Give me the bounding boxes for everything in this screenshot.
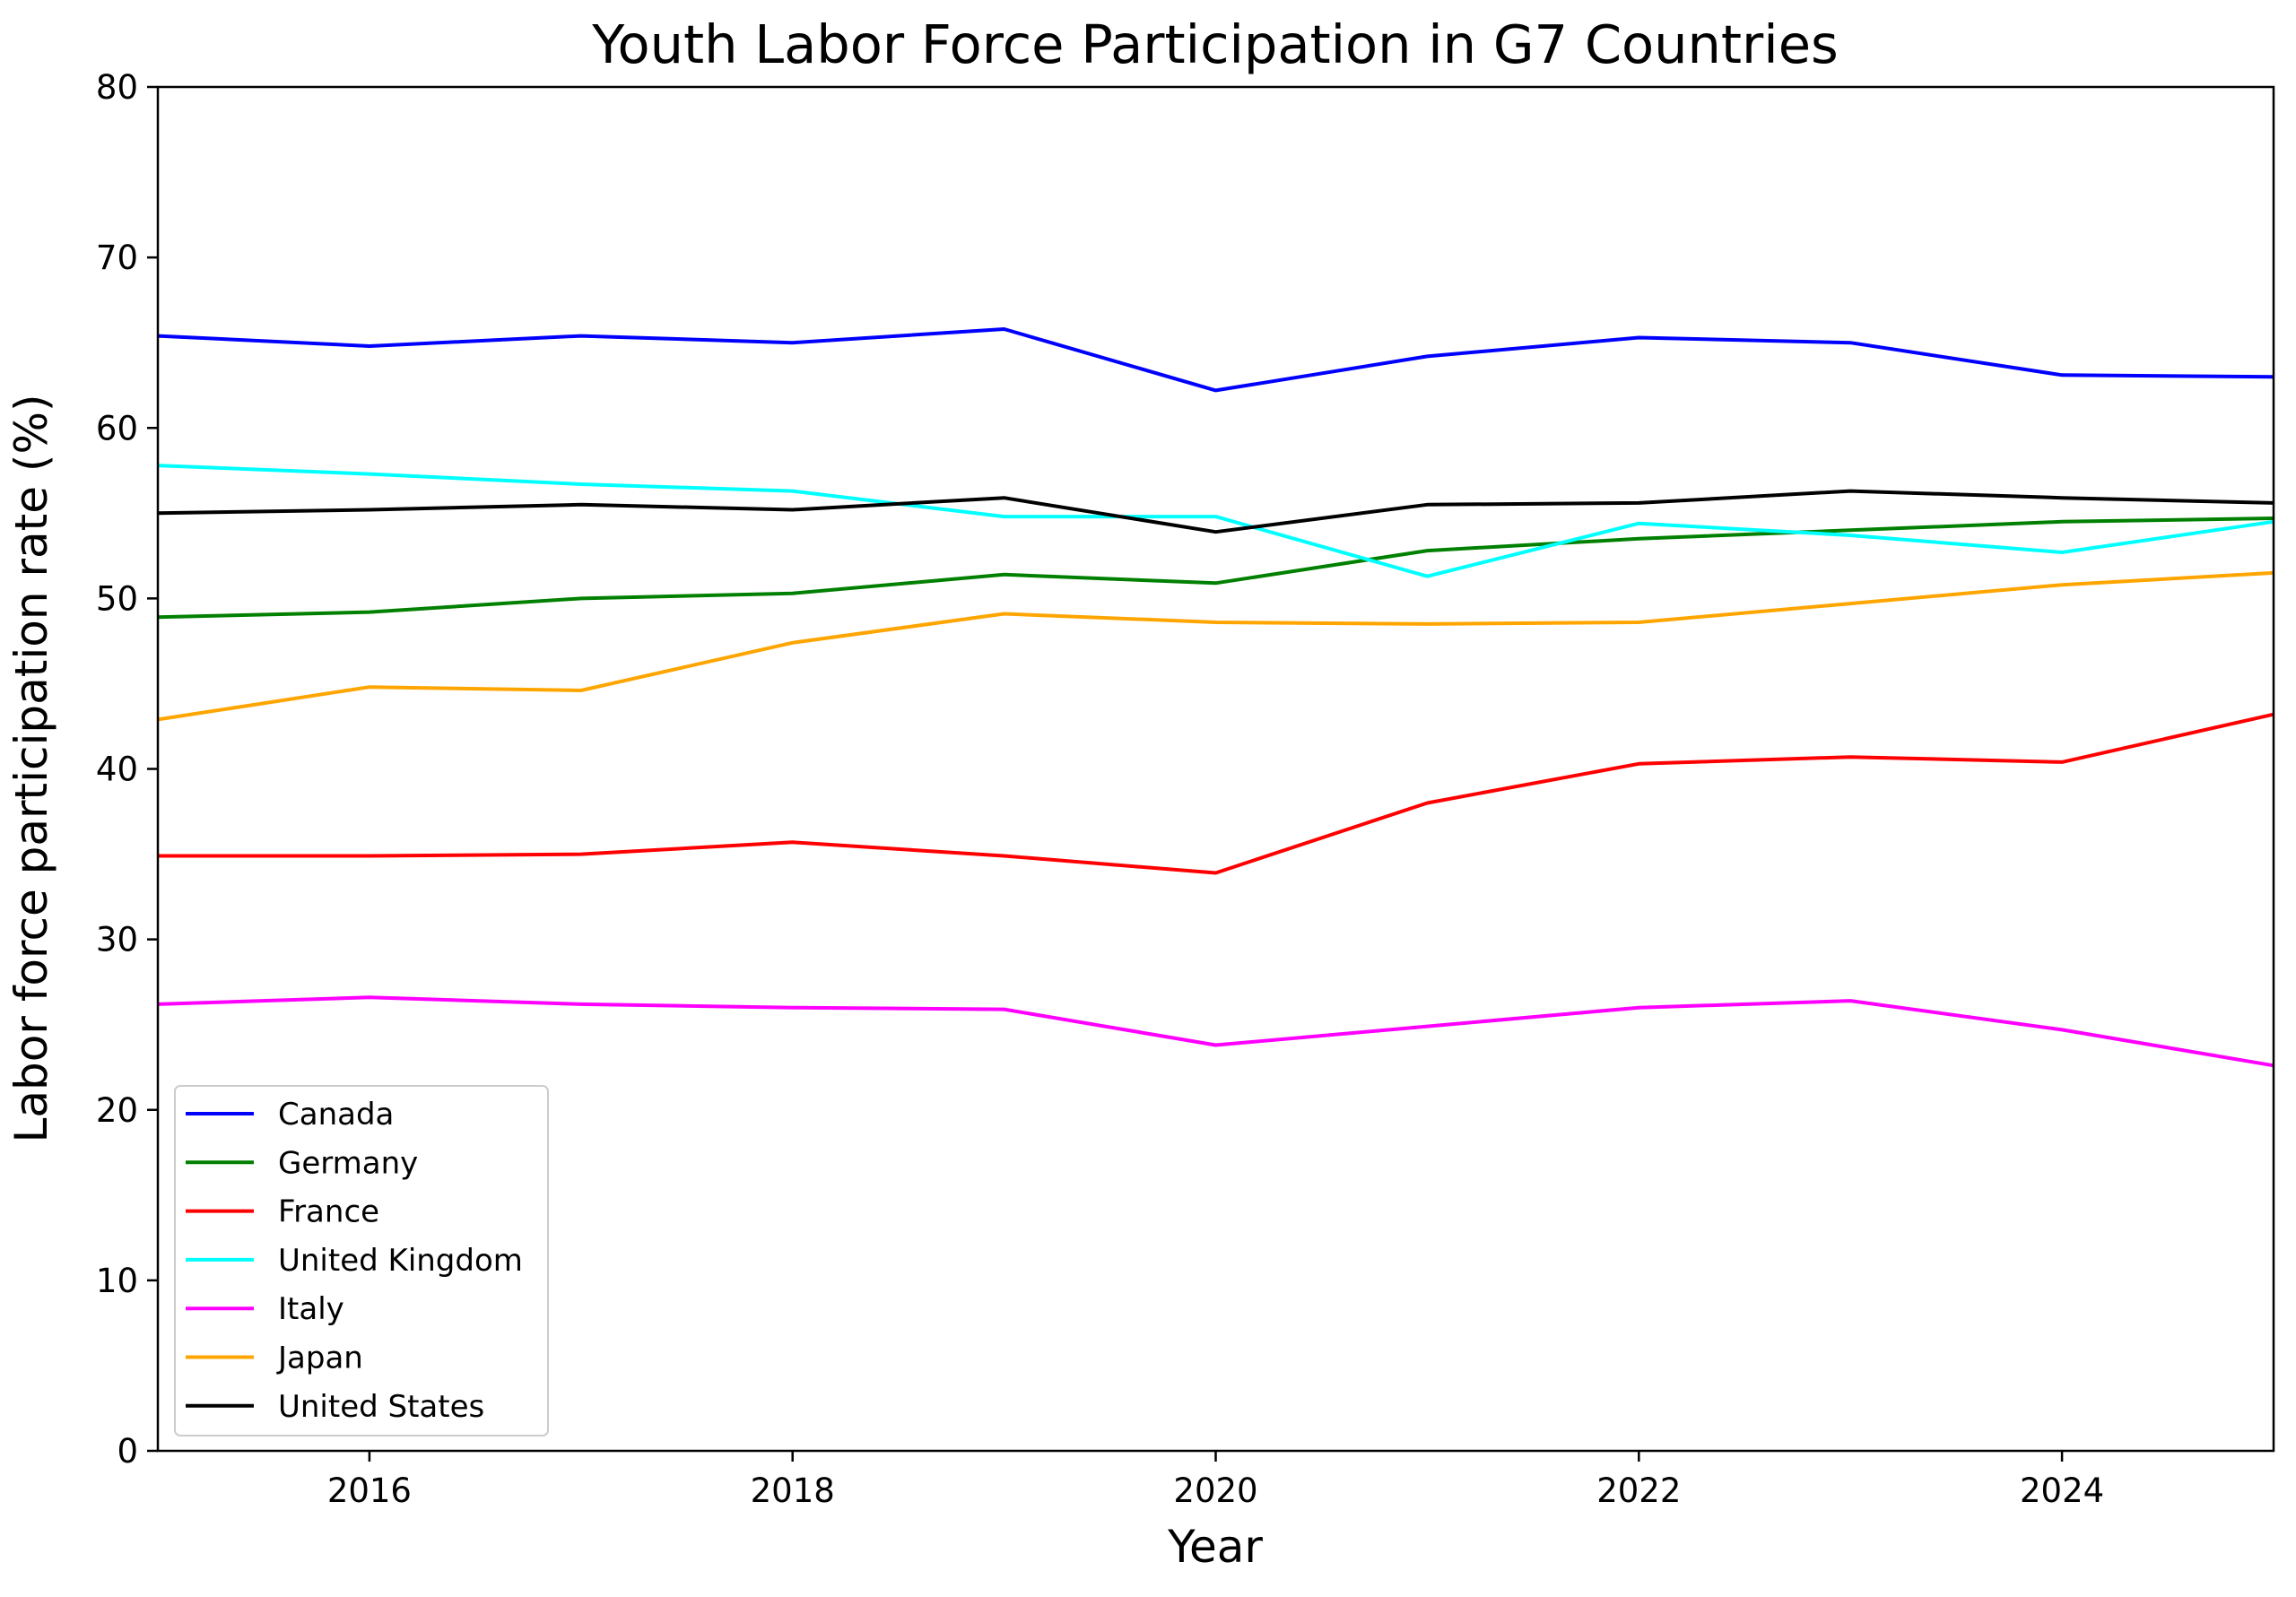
series-line-italy [157, 995, 2274, 1068]
legend-label-united-kingdom: United Kingdom [278, 1243, 523, 1279]
y-axis-label: Labor force participation rate (%) [5, 395, 57, 1143]
y-tick-label: 60 [96, 409, 138, 447]
x-axis-ticks: 2016 2018 2020 2022 2024 [327, 1451, 2104, 1510]
legend-label-canada: Canada [278, 1097, 394, 1133]
chart-title: Youth Labor Force Participation in G7 Co… [591, 13, 1838, 75]
y-tick-label: 70 [96, 239, 138, 277]
legend-label-germany: Germany [278, 1145, 418, 1181]
series-line-france [158, 712, 2274, 875]
x-tick-label: 2016 [327, 1471, 412, 1510]
series-line-germany [157, 516, 2274, 620]
legend: Canada Germany France United Kingdom Italy Ja… [174, 1085, 549, 1436]
x-tick-label: 2018 [751, 1471, 835, 1510]
series-line-united-kingdom [157, 464, 2274, 578]
series-line-united-states [157, 489, 2274, 534]
y-tick-label: 10 [96, 1262, 138, 1300]
y-tick-label: 40 [96, 751, 138, 789]
legend-label-italy: Italy [278, 1291, 344, 1327]
y-tick-label: 20 [96, 1091, 138, 1130]
legend-label-japan: Japan [276, 1341, 363, 1376]
series-line-japan [157, 570, 2274, 722]
x-tick-label: 2022 [1596, 1471, 1681, 1510]
series-line-canada [157, 327, 2274, 393]
y-tick-label: 30 [96, 921, 138, 959]
plot-area [157, 327, 2274, 1068]
plot-frame [156, 85, 2275, 1453]
y-axis-ticks: 0 10 20 30 40 50 60 70 80 [96, 68, 158, 1471]
legend-box [174, 1085, 549, 1436]
legend-label-france: France [278, 1194, 379, 1230]
legend-label-united-states: United States [278, 1389, 484, 1425]
x-tick-label: 2020 [1173, 1471, 1257, 1510]
x-axis-label: Year [1167, 1521, 1263, 1573]
x-tick-label: 2024 [2020, 1471, 2104, 1510]
y-tick-label: 50 [96, 579, 138, 618]
y-tick-label: 80 [96, 68, 138, 107]
y-tick-label: 0 [117, 1432, 138, 1471]
